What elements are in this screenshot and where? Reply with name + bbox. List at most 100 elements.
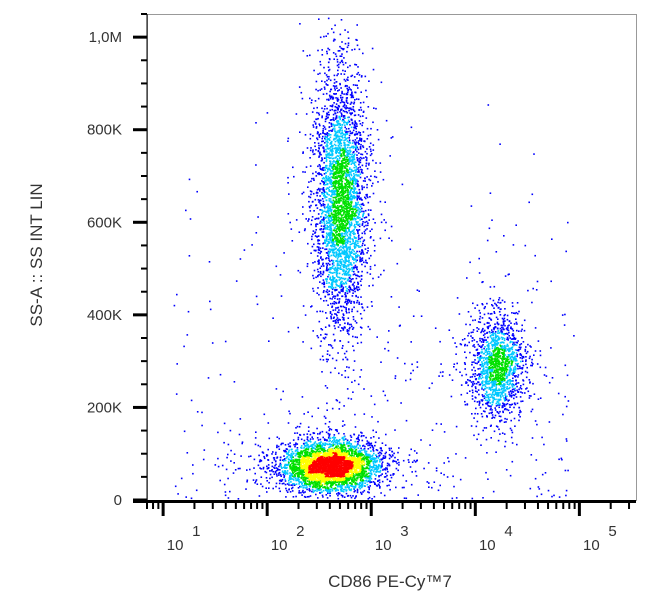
event-point bbox=[230, 460, 232, 462]
event-point bbox=[348, 261, 350, 264]
event-point bbox=[323, 220, 325, 223]
event-point bbox=[351, 156, 354, 158]
event-point bbox=[329, 149, 332, 152]
event-point bbox=[340, 485, 343, 487]
event-point bbox=[327, 47, 329, 50]
event-point bbox=[226, 456, 228, 459]
event-point bbox=[342, 110, 345, 112]
event-point bbox=[336, 258, 339, 260]
event-point bbox=[354, 121, 356, 124]
event-point bbox=[349, 197, 352, 200]
event-point bbox=[492, 391, 494, 394]
event-point bbox=[455, 353, 457, 355]
event-point bbox=[345, 251, 348, 254]
event-point bbox=[343, 136, 346, 139]
event-point bbox=[485, 372, 487, 375]
event-point bbox=[359, 246, 362, 248]
event-point bbox=[354, 440, 356, 443]
event-point bbox=[322, 147, 324, 149]
event-point bbox=[322, 231, 325, 233]
event-point bbox=[380, 452, 383, 455]
event-point bbox=[349, 287, 351, 289]
event-point bbox=[349, 238, 352, 240]
event-point bbox=[359, 159, 362, 161]
event-point bbox=[322, 200, 325, 203]
event-point bbox=[339, 488, 342, 491]
event-point bbox=[358, 152, 360, 154]
event-point bbox=[512, 329, 515, 332]
event-point bbox=[486, 322, 489, 324]
event-point bbox=[280, 464, 282, 466]
event-point bbox=[328, 293, 330, 296]
event-point bbox=[374, 457, 376, 460]
event-point bbox=[280, 466, 282, 468]
event-point bbox=[365, 117, 368, 119]
event-point bbox=[485, 361, 488, 364]
event-point bbox=[341, 101, 343, 103]
event-point bbox=[355, 277, 358, 280]
event-point bbox=[303, 484, 306, 487]
event-point bbox=[186, 452, 189, 454]
event-point bbox=[418, 290, 420, 292]
event-point bbox=[521, 355, 524, 358]
event-point bbox=[256, 483, 259, 485]
event-point bbox=[321, 259, 323, 261]
event-point bbox=[485, 341, 488, 344]
event-point bbox=[372, 462, 375, 465]
event-point bbox=[329, 433, 331, 436]
event-point bbox=[410, 372, 412, 375]
event-point bbox=[339, 284, 342, 287]
event-point bbox=[361, 153, 364, 156]
event-point bbox=[492, 333, 495, 335]
event-point bbox=[337, 148, 339, 151]
event-point bbox=[513, 397, 515, 400]
event-point bbox=[354, 164, 356, 166]
event-point bbox=[331, 240, 333, 243]
event-point bbox=[382, 469, 384, 471]
event-point bbox=[473, 400, 476, 403]
event-point bbox=[346, 388, 349, 390]
event-point bbox=[410, 126, 413, 129]
event-point bbox=[381, 480, 384, 483]
event-point bbox=[334, 267, 337, 270]
event-point bbox=[491, 305, 494, 307]
event-point bbox=[196, 190, 198, 193]
event-point bbox=[316, 268, 319, 271]
event-point bbox=[338, 298, 341, 300]
event-point bbox=[405, 480, 408, 482]
event-point bbox=[359, 192, 361, 194]
event-point bbox=[540, 493, 543, 496]
event-point bbox=[482, 340, 485, 342]
event-point bbox=[360, 143, 362, 146]
event-point bbox=[286, 491, 289, 493]
event-point bbox=[492, 384, 495, 387]
event-point bbox=[309, 165, 312, 167]
event-point bbox=[315, 149, 317, 151]
event-point bbox=[564, 313, 566, 316]
event-point bbox=[354, 142, 356, 145]
event-point bbox=[506, 332, 508, 335]
event-point bbox=[283, 471, 285, 474]
event-point bbox=[471, 398, 474, 400]
event-point bbox=[325, 159, 328, 161]
event-point bbox=[346, 50, 348, 53]
event-point bbox=[352, 182, 355, 184]
event-point bbox=[344, 85, 347, 88]
event-point bbox=[306, 263, 309, 265]
event-point bbox=[308, 218, 310, 221]
event-point bbox=[512, 353, 514, 355]
event-point bbox=[516, 329, 518, 332]
event-point bbox=[346, 366, 348, 368]
event-point bbox=[308, 195, 310, 198]
event-point bbox=[324, 417, 327, 419]
event-point bbox=[311, 99, 313, 101]
event-point bbox=[360, 333, 362, 336]
event-point bbox=[335, 117, 338, 119]
event-point bbox=[286, 466, 288, 469]
event-point bbox=[379, 460, 381, 463]
event-point bbox=[378, 451, 381, 454]
event-point bbox=[287, 182, 289, 184]
event-point bbox=[309, 433, 312, 436]
event-point bbox=[305, 113, 308, 115]
event-point bbox=[485, 376, 487, 378]
